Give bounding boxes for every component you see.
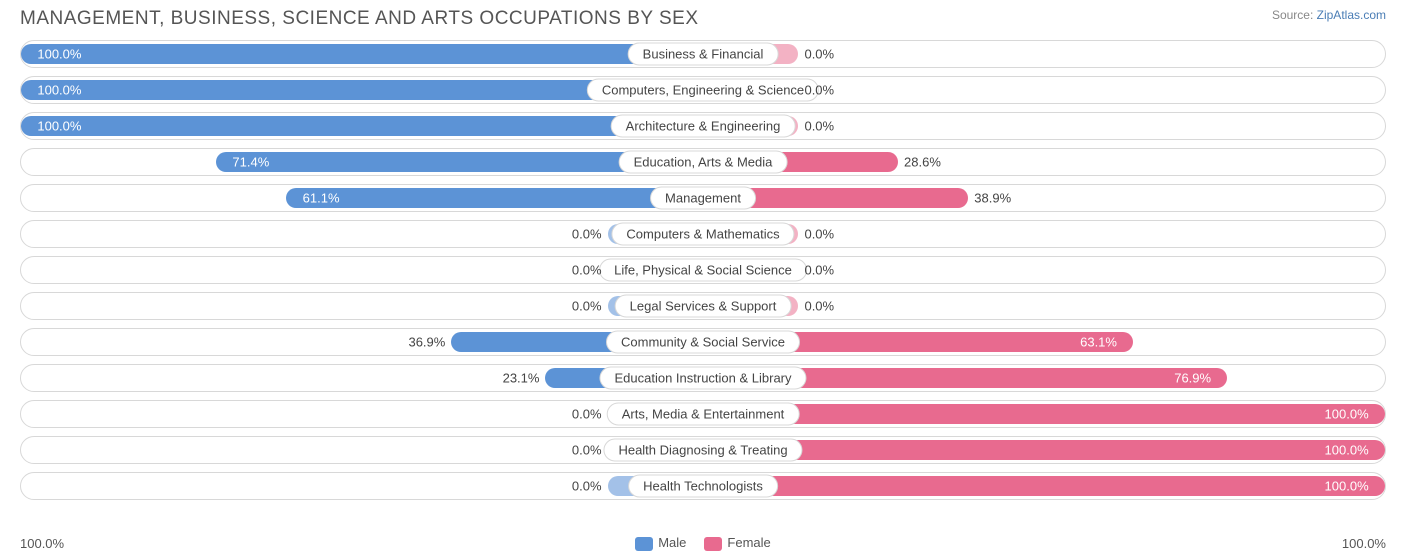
category-label: Education, Arts & Media — [619, 151, 788, 174]
male-value: 36.9% — [408, 335, 445, 350]
data-row: Community & Social Service 36.9% 63.1% — [20, 328, 1386, 356]
category-label: Life, Physical & Social Science — [599, 259, 807, 282]
male-value: 100.0% — [37, 47, 81, 62]
source-attribution: Source: ZipAtlas.com — [1272, 8, 1386, 22]
category-label: Arts, Media & Entertainment — [607, 403, 800, 426]
male-value: 0.0% — [572, 479, 602, 494]
female-value: 38.9% — [974, 191, 1011, 206]
chart-header: MANAGEMENT, BUSINESS, SCIENCE AND ARTS O… — [0, 0, 1406, 34]
legend: Male Female — [635, 535, 771, 551]
category-label: Education Instruction & Library — [599, 367, 806, 390]
male-value: 71.4% — [232, 155, 269, 170]
data-row: Computers, Engineering & Science 100.0% 0.… — [20, 76, 1386, 104]
legend-female: Female — [704, 535, 770, 551]
female-value: 0.0% — [804, 299, 834, 314]
category-label: Health Diagnosing & Treating — [603, 439, 802, 462]
data-row: Computers & Mathematics 0.0% 0.0% — [20, 220, 1386, 248]
female-value: 0.0% — [804, 263, 834, 278]
female-swatch-icon — [704, 537, 722, 551]
male-value: 0.0% — [572, 263, 602, 278]
category-label: Community & Social Service — [606, 331, 800, 354]
female-value: 100.0% — [1325, 443, 1369, 458]
female-value: 0.0% — [804, 83, 834, 98]
legend-female-label: Female — [727, 535, 770, 550]
female-bar — [703, 476, 1385, 496]
female-value: 76.9% — [1174, 371, 1211, 386]
data-row: Arts, Media & Entertainment 0.0% 100.0% — [20, 400, 1386, 428]
chart-title: MANAGEMENT, BUSINESS, SCIENCE AND ARTS O… — [20, 8, 699, 30]
male-value: 0.0% — [572, 407, 602, 422]
male-swatch-icon — [635, 537, 653, 551]
data-row: Health Diagnosing & Treating0.0% 100.0% — [20, 436, 1386, 464]
category-label: Health Technologists — [628, 475, 778, 498]
data-row: Architecture & Engineering 100.0% 0.0% — [20, 112, 1386, 140]
source-link[interactable]: ZipAtlas.com — [1317, 8, 1386, 22]
male-value: 0.0% — [572, 299, 602, 314]
axis-left-label: 100.0% — [20, 536, 64, 551]
male-bar — [286, 188, 703, 208]
category-label: Management — [650, 187, 756, 210]
female-value: 63.1% — [1080, 335, 1117, 350]
male-value: 100.0% — [37, 83, 81, 98]
female-value: 0.0% — [804, 119, 834, 134]
axis-right-label: 100.0% — [1342, 536, 1386, 551]
category-label: Legal Services & Support — [615, 295, 792, 318]
male-bar — [21, 116, 703, 136]
category-label: Business & Financial — [628, 43, 779, 66]
data-row: Education, Arts & Media 71.4% 28.6% — [20, 148, 1386, 176]
male-value: 0.0% — [572, 227, 602, 242]
female-bar — [703, 440, 1385, 460]
female-value: 0.0% — [804, 47, 834, 62]
male-bar — [21, 44, 703, 64]
data-row: Health Technologists 0.0% 100.0% — [20, 472, 1386, 500]
data-row: Management 61.1% 38.9% — [20, 184, 1386, 212]
data-row: Legal Services & Support 0.0% 0.0% — [20, 292, 1386, 320]
data-row: Business & Financial 100.0% 0.0% — [20, 40, 1386, 68]
category-label: Computers & Mathematics — [611, 223, 794, 246]
female-value: 0.0% — [804, 227, 834, 242]
legend-male: Male — [635, 535, 686, 551]
chart-footer: 100.0% Male Female 100.0% — [20, 535, 1386, 551]
legend-male-label: Male — [658, 535, 686, 550]
male-value: 61.1% — [303, 191, 340, 206]
category-label: Computers, Engineering & Science — [587, 79, 819, 102]
data-row: Education Instruction & Library 23.1% 76.9… — [20, 364, 1386, 392]
chart-area: Business & Financial100.0%0.0%Computers,… — [0, 34, 1406, 500]
male-value: 23.1% — [503, 371, 540, 386]
female-value: 100.0% — [1325, 479, 1369, 494]
female-value: 28.6% — [904, 155, 941, 170]
female-bar — [703, 404, 1385, 424]
category-label: Architecture & Engineering — [611, 115, 796, 138]
female-value: 100.0% — [1325, 407, 1369, 422]
source-prefix: Source: — [1272, 8, 1317, 22]
data-row: Life, Physical & Social Science0.0% 0.0% — [20, 256, 1386, 284]
male-value: 100.0% — [37, 119, 81, 134]
male-value: 0.0% — [572, 443, 602, 458]
